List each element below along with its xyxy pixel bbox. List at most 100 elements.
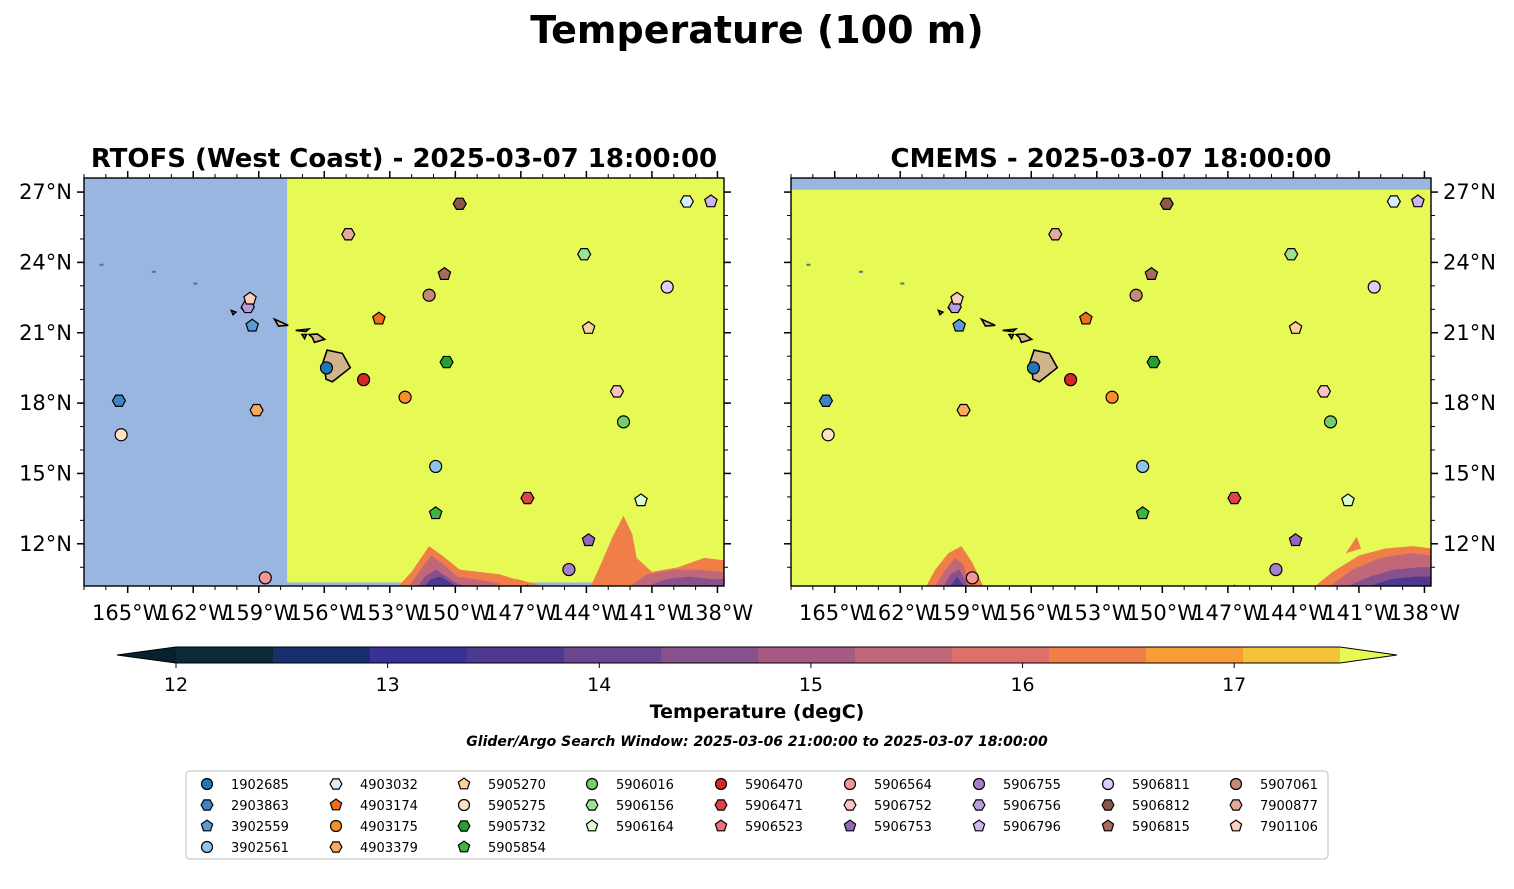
float-marker-5906755 [562,562,576,577]
legend-label: 5906755 [1003,778,1061,793]
temperature-contour [1369,576,1431,586]
float-marker-5905732 [1146,355,1161,369]
legend-label: 5905732 [488,820,546,835]
float-marker-5906564 [965,571,979,585]
legend-label: 4903032 [360,778,418,793]
x-tick-label: 141°W [1323,601,1395,625]
colorbar-segment [758,647,856,663]
colorbar-outline [116,646,1398,664]
map-body [84,178,724,586]
float-marker-5906016 [616,415,631,429]
colorbar-segment [952,647,1050,663]
legend-marker-3902559 [200,819,214,832]
legend-label: 5906156 [616,799,674,814]
temperature-colorbar: 12 13 14 15 16 17 [116,646,1398,696]
legend-label: 7900877 [1260,799,1318,814]
colorbar-segment [176,647,274,663]
float-marker-5906564 [258,571,272,585]
colorbar-segment [467,647,565,663]
legend-marker-4903032 [329,778,343,790]
colorbar-tick-label: 12 [164,674,188,696]
island-speck [900,282,905,285]
y-tick-label: 24°N [1443,250,1496,274]
legend-marker-5905270 [457,777,471,790]
legend-marker-5906815 [1101,819,1115,832]
legend-marker-5906164 [585,819,599,832]
colorbar-segment [1243,647,1341,663]
y-tick-label: 24°N [19,250,72,274]
map-frame [83,177,725,587]
float-marker-5906471 [520,491,535,505]
legend-marker-5906016 [585,777,599,791]
x-tick-label: 144°W [551,601,623,625]
float-marker-4903175 [398,390,412,404]
x-tick-label: 147°W [485,601,557,625]
legend-marker-4903175 [329,819,343,833]
legend-label: 3902559 [231,820,289,835]
colorbar-segment [564,647,662,663]
temperature-contour [1345,536,1362,554]
float-marker-5906156 [577,248,592,261]
float-marker-3902561 [429,459,443,474]
float-marker-7900877 [341,228,356,241]
island-land [300,333,308,341]
y-tick-label: 12°N [19,532,72,556]
legend-label: 5906812 [1132,799,1190,814]
rtofs-map-panel: 165°W162°W159°W156°W153°W150°W147°W144°W… [19,144,753,625]
legend-label: 2903863 [231,799,289,814]
legend-marker-5906812 [1101,799,1115,811]
float-marker-7900877 [1048,228,1063,241]
x-tick-label: 159°W [930,601,1002,625]
colorbar-tick-label: 16 [1010,674,1034,696]
float-marker-5906523 [525,584,530,586]
legend-frame [185,770,1329,860]
colorbar-segment [1146,647,1244,663]
legend-label: 5906796 [1003,820,1061,835]
x-tick-label: 162°W [158,601,230,625]
float-marker-5906753 [1288,533,1303,547]
legend-label: 1902685 [231,778,289,793]
map-body [791,178,1431,586]
island-land [1007,333,1015,341]
colorbar-segment [370,647,468,663]
float-marker-5906755 [1269,562,1283,577]
float-marker-4903379 [956,403,971,417]
colorbar-tick-label: 13 [376,674,400,696]
x-tick-label: 150°W [1127,601,1199,625]
float-marker-7901106 [243,291,257,305]
colorbar-segment [661,647,759,663]
float-marker-7901106 [950,291,964,305]
y-tick-label: 21°N [1443,321,1496,345]
y-tick-label: 21°N [19,321,72,345]
legend-marker-5907061 [1229,777,1243,791]
legend-marker-5906811 [1101,777,1115,791]
x-tick-label: 150°W [420,601,492,625]
island-land [307,333,327,344]
legend-label: 5906016 [616,778,674,793]
x-tick-label: 138°W [1389,601,1461,625]
legend-marker-5906753 [843,819,857,832]
legend-label: 5906811 [1132,778,1190,793]
float-marker-5905270 [581,320,596,334]
temperature-contour [647,576,724,586]
float-marker-5905275 [114,428,128,442]
float-marker-3902559 [245,318,260,332]
search-window-text: Glider/Argo Search Window: 2025-03-06 21… [466,734,1048,750]
island-land [979,317,996,327]
float-marker-5906752 [609,385,625,398]
float-marker-5906811 [660,280,674,294]
x-tick-label: 153°W [354,601,426,625]
x-tick-label: 138°W [682,601,754,625]
legend-label: 5906164 [616,820,674,835]
temperature-contour [494,579,543,586]
island-land [272,317,289,327]
island-land [1002,327,1019,333]
legend-label: 5907061 [1260,778,1318,793]
float-marker-4903032 [679,195,695,208]
float-marker-5906815 [1144,266,1159,280]
float-marker-5906523 [1232,584,1237,586]
legend-marker-5906523 [714,819,728,832]
island-land [229,309,238,316]
temperature-field [791,189,1431,586]
